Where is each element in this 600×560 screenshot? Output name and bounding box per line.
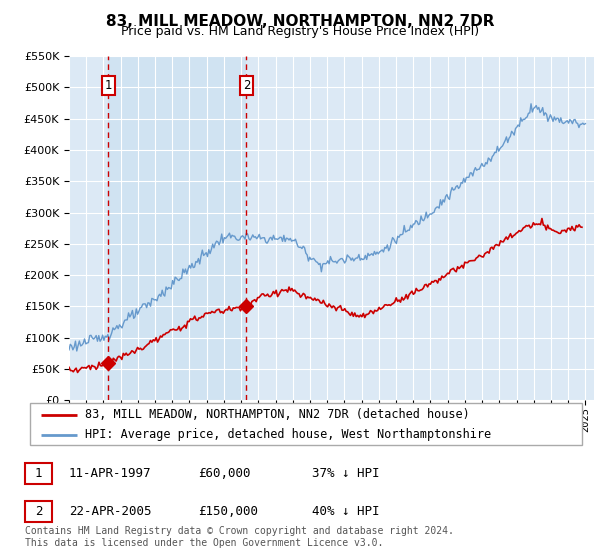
FancyBboxPatch shape: [30, 403, 582, 445]
Text: 37% ↓ HPI: 37% ↓ HPI: [312, 467, 380, 480]
Text: 83, MILL MEADOW, NORTHAMPTON, NN2 7DR: 83, MILL MEADOW, NORTHAMPTON, NN2 7DR: [106, 14, 494, 29]
Text: 1: 1: [35, 467, 43, 480]
Text: 40% ↓ HPI: 40% ↓ HPI: [312, 505, 380, 518]
Text: Price paid vs. HM Land Registry's House Price Index (HPI): Price paid vs. HM Land Registry's House …: [121, 25, 479, 38]
Text: 22-APR-2005: 22-APR-2005: [69, 505, 151, 518]
Text: Contains HM Land Registry data © Crown copyright and database right 2024.
This d: Contains HM Land Registry data © Crown c…: [25, 526, 454, 548]
Text: HPI: Average price, detached house, West Northamptonshire: HPI: Average price, detached house, West…: [85, 428, 491, 441]
Bar: [108, 56, 247, 400]
Text: 11-APR-1997: 11-APR-1997: [69, 467, 151, 480]
Text: £60,000: £60,000: [198, 467, 251, 480]
Text: 2: 2: [243, 79, 250, 92]
Text: £150,000: £150,000: [198, 505, 258, 518]
Text: 2: 2: [35, 505, 43, 518]
Text: 83, MILL MEADOW, NORTHAMPTON, NN2 7DR (detached house): 83, MILL MEADOW, NORTHAMPTON, NN2 7DR (d…: [85, 408, 470, 422]
Text: 1: 1: [104, 79, 112, 92]
